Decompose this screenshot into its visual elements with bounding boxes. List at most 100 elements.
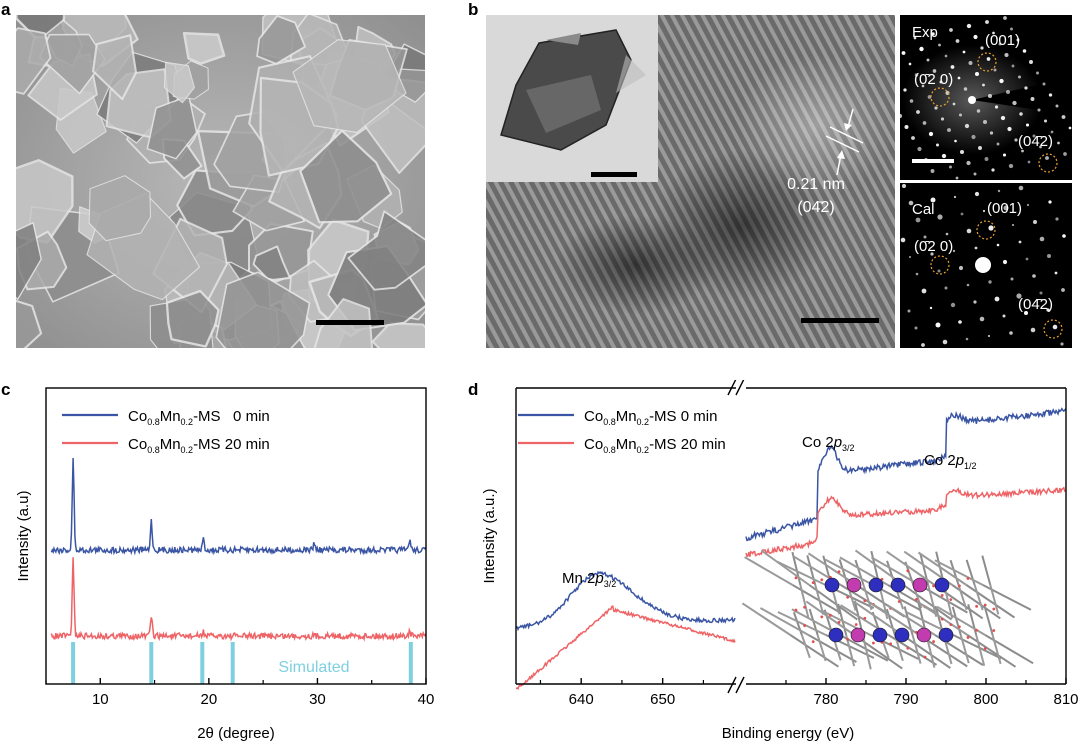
ligand-chain	[982, 584, 1032, 611]
diffraction-spot	[963, 87, 968, 91]
diffraction-spot	[1050, 130, 1054, 134]
diffraction-spot	[1018, 240, 1022, 244]
oxygen-atom	[829, 613, 832, 617]
metal-node	[890, 577, 906, 593]
simulated-peak	[408, 642, 413, 684]
ligand-chain	[975, 634, 986, 667]
diffraction-spot	[1007, 126, 1012, 132]
diffraction-spot	[1047, 254, 1051, 258]
ligand-chain	[918, 584, 968, 614]
diffraction-spot	[966, 283, 970, 287]
diffraction-spot	[1003, 205, 1009, 211]
diffraction-spot	[1014, 138, 1018, 142]
co-2p32-label: Co 2p3/2	[802, 434, 855, 453]
diffraction-spot	[993, 68, 997, 72]
nanosheet-flake	[371, 322, 425, 348]
oxygen-atom	[837, 620, 841, 624]
nanosheet-flake	[163, 61, 195, 104]
oxygen-atom	[897, 600, 901, 603]
ligand-chain	[917, 551, 967, 586]
oxygen-atom	[794, 576, 798, 580]
cal-spot-042: (04̄2)	[1018, 296, 1054, 313]
ligand-chain	[799, 584, 810, 619]
diffraction-spot	[919, 46, 924, 52]
diffraction-spot	[988, 280, 992, 284]
diffraction-spot	[1005, 89, 1011, 95]
diffraction-spot	[1019, 112, 1023, 116]
ligand-chain	[991, 634, 1002, 665]
diffraction-spot	[927, 95, 932, 99]
diffraction-spot	[1017, 75, 1022, 79]
nanosheet-flake	[165, 289, 220, 348]
diffraction-spot	[914, 73, 919, 77]
xps-xtick-label: 810	[1053, 691, 1078, 708]
ligand-chain	[759, 607, 809, 636]
xrd-chart: 10 20 30 40 Intensity (a.u) 2θ (degree) Sim…	[15, 387, 434, 742]
oxygen-atom	[906, 569, 910, 573]
diffraction-spot	[958, 320, 962, 324]
tem-inset-scale-bar	[591, 172, 637, 177]
diffraction-spot	[913, 36, 917, 40]
ligand-chain	[870, 602, 920, 636]
ligand-chain	[806, 555, 817, 586]
diffraction-spot	[1030, 327, 1036, 333]
diffraction-spot	[1046, 308, 1050, 312]
simulated-peak	[149, 642, 154, 684]
hrtem-image: 0.21 nm (04̄2)	[486, 15, 895, 348]
diffraction-spot	[922, 121, 927, 125]
nanosheet-flake	[16, 222, 42, 301]
metal-node	[912, 577, 928, 593]
oxygen-atom	[932, 584, 935, 588]
diffraction-spot	[966, 23, 972, 29]
diffraction-spot	[932, 69, 937, 73]
diffraction-spot	[984, 157, 989, 161]
ligand-chain	[983, 605, 994, 636]
xps-xtick-label: 650	[650, 691, 675, 708]
oxygen-atom	[983, 647, 987, 650]
oxygen-atom	[966, 577, 970, 580]
oxygen-atom	[820, 615, 824, 619]
diffraction-spot	[1003, 16, 1007, 20]
diffraction-spot	[958, 265, 964, 271]
ligand-chain	[789, 634, 839, 668]
xps-plot-frame	[515, 387, 1067, 685]
diffraction-spot	[947, 128, 951, 132]
oxygen-atom	[837, 570, 841, 574]
diffraction-spot	[986, 57, 991, 61]
diffraction-spot	[957, 76, 961, 80]
oxygen-atom	[923, 655, 927, 659]
diffraction-spot	[908, 255, 912, 259]
diffraction-spot	[955, 176, 959, 180]
diffraction-spot	[968, 61, 973, 65]
diffraction-spot	[901, 183, 907, 189]
diffraction-spot	[1012, 224, 1014, 226]
diffraction-spot	[937, 214, 943, 220]
ligand-chain	[807, 552, 857, 586]
oxygen-atom	[794, 608, 798, 612]
oxygen-atom	[949, 623, 953, 626]
xrd-plot-frame	[45, 387, 427, 685]
xps-mn-20min	[515, 605, 736, 691]
ligand-chain	[886, 550, 936, 586]
diffraction-spot	[1012, 100, 1017, 106]
diffraction-spot	[904, 124, 909, 130]
hrtem-scale-bar	[801, 318, 879, 323]
oxygen-atom	[811, 581, 815, 585]
oxygen-atom	[932, 640, 935, 643]
diffraction-spot	[1032, 274, 1036, 278]
xps-co-0min	[745, 407, 1067, 542]
ligand-chain	[777, 611, 827, 636]
oxygen-atom	[889, 642, 892, 646]
nanosheet-flake	[347, 210, 425, 291]
diffraction-spot	[930, 197, 936, 203]
diffraction-spot	[1033, 220, 1037, 224]
exp-spot-020: (0̄2 0)	[914, 71, 954, 88]
sem-scale-bar	[316, 320, 384, 325]
tem-inset	[486, 15, 658, 182]
diffraction-spot	[1061, 115, 1066, 119]
diffraction-spot	[1048, 200, 1052, 204]
diffraction-spot	[987, 93, 993, 99]
nanosheet-flake	[215, 271, 311, 348]
oxygen-atom	[975, 628, 978, 632]
ligand-chain	[870, 556, 920, 586]
